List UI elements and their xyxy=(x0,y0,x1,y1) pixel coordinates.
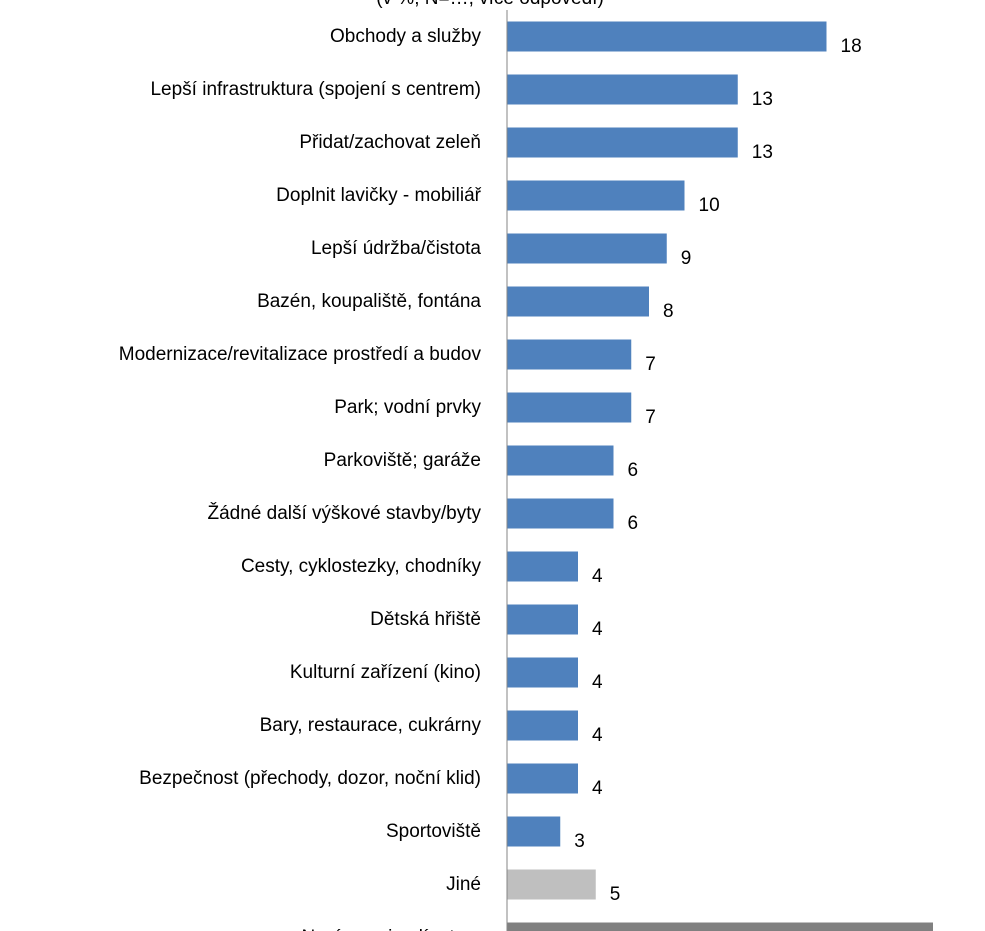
category-label: Jiné xyxy=(446,874,481,895)
bar xyxy=(507,339,632,370)
bar xyxy=(507,286,649,317)
value-label: 7 xyxy=(645,354,656,375)
value-label: 4 xyxy=(592,619,603,640)
category-label: Doplnit lavičky - mobiliář xyxy=(276,185,482,206)
category-label: Bezpečnost (přechody, dozor, noční klid) xyxy=(139,768,481,789)
bar xyxy=(507,127,738,158)
value-label: 4 xyxy=(592,725,603,746)
bar xyxy=(507,74,738,105)
value-label: 6 xyxy=(628,460,639,481)
value-label: 13 xyxy=(752,142,773,163)
bar xyxy=(507,21,827,52)
bar xyxy=(507,392,632,423)
category-label: Lepší údržba/čistota xyxy=(311,238,481,259)
value-label: 4 xyxy=(592,672,603,693)
value-label: 13 xyxy=(752,89,773,110)
category-label: Sportoviště xyxy=(386,821,481,842)
bar xyxy=(507,922,933,931)
value-label: 8 xyxy=(663,301,674,322)
bar xyxy=(507,180,685,211)
category-label: Lepší infrastruktura (spojení s centrem) xyxy=(150,79,481,100)
bar xyxy=(507,763,578,794)
bar xyxy=(507,551,578,582)
category-label: Nevím, nejezdím tam xyxy=(302,927,482,931)
bar xyxy=(507,869,596,900)
value-label: 18 xyxy=(841,36,862,57)
bar xyxy=(507,445,614,476)
category-label: Modernizace/revitalizace prostředí a bud… xyxy=(119,344,482,365)
value-label: 6 xyxy=(628,513,639,534)
category-label: Park; vodní prvky xyxy=(334,397,481,418)
value-label: 7 xyxy=(645,407,656,428)
category-label: Bary, restaurace, cukrárny xyxy=(260,715,482,736)
category-label: Dětská hřiště xyxy=(370,609,481,630)
bars-group: Obchody a služby 18 Lepší infrastruktura (… xyxy=(119,21,933,931)
value-label: 4 xyxy=(592,566,603,587)
bar xyxy=(507,498,614,529)
bar xyxy=(507,816,561,847)
category-label: Žádné další výškové stavby/byty xyxy=(207,502,481,524)
bar xyxy=(507,657,578,688)
category-label: Kulturní zařízení (kino) xyxy=(290,662,481,683)
value-label: 4 xyxy=(592,778,603,799)
value-label: 3 xyxy=(574,831,585,852)
value-label: 9 xyxy=(681,248,692,269)
category-label: Cesty, cyklostezky, chodníky xyxy=(241,556,482,577)
value-label: 5 xyxy=(610,884,621,905)
category-label: Bazén, koupaliště, fontána xyxy=(257,291,481,312)
value-label: 10 xyxy=(699,195,720,216)
bar xyxy=(507,710,578,741)
category-label: Přidat/zachovat zeleň xyxy=(299,132,481,153)
category-label: Parkoviště; garáže xyxy=(324,450,481,471)
bar xyxy=(507,233,667,264)
bar xyxy=(507,604,578,635)
category-label: Obchody a služby xyxy=(330,26,482,47)
chart-title-fragment: (v %; N=…, více odpovědí) xyxy=(376,0,604,9)
